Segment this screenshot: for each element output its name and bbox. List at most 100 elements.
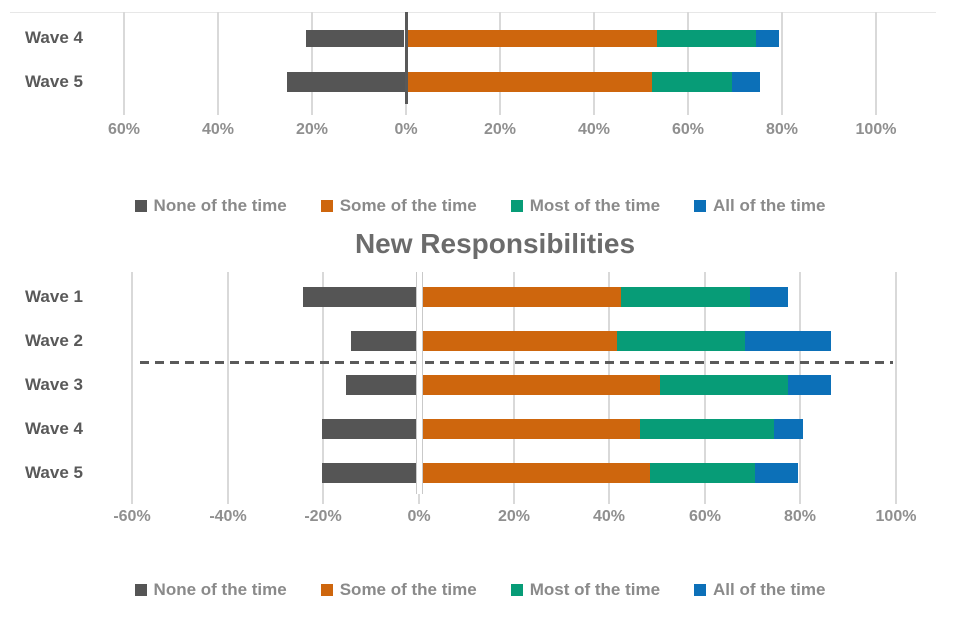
gridline (593, 12, 595, 104)
axis-tick (322, 494, 324, 504)
gridline (123, 12, 125, 104)
axis-tick-label: 60% (107, 121, 141, 138)
bar-segment-none (322, 463, 418, 483)
axis-tick (704, 494, 706, 504)
legend-swatch-some (320, 200, 333, 212)
gridline (687, 12, 689, 104)
axis-tick (123, 104, 125, 115)
axis-tick-label: 100% (875, 508, 917, 525)
axis-tick (131, 494, 133, 504)
gridline (322, 272, 324, 494)
bar-segment-all (773, 419, 803, 439)
legend-top: None of the time Some of the time Most of … (0, 196, 960, 216)
category-label: Wave 4 (25, 28, 83, 47)
legend-label: All of the time (713, 580, 826, 599)
bar-segment-most (657, 29, 756, 47)
axis-tick-label: 60% (688, 508, 722, 525)
legend-item: None of the time (134, 196, 287, 216)
dashed-separator-line (140, 361, 893, 364)
axis-tick (687, 104, 689, 115)
gridline (781, 12, 783, 104)
legend-label: None of the time (153, 580, 287, 599)
axis-tick-label: 0% (394, 121, 418, 138)
legend-item: Most of the time (510, 196, 661, 216)
bar-segment-all (732, 72, 761, 92)
bar-segment-none (287, 72, 405, 92)
axis-tick (405, 104, 407, 115)
bar-segment-some (421, 375, 660, 395)
legend-label: All of the time (713, 196, 826, 215)
bar-segment-all (750, 287, 789, 307)
legend-item: Some of the time (320, 580, 477, 600)
bar-segment-all (788, 375, 832, 395)
bar-segment-some (408, 72, 653, 92)
axis-tick (311, 104, 313, 115)
axis-tick-label: -60% (113, 508, 151, 525)
category-label: Wave 4 (25, 419, 83, 438)
bar-segment-some (421, 287, 622, 307)
axis-tick-label: 20% (295, 121, 329, 138)
legend-swatch-most (510, 200, 523, 212)
bar-segment-some (421, 419, 641, 439)
legend-swatch-all (694, 200, 707, 212)
axis-tick-label: 60% (671, 121, 705, 138)
gridline (227, 272, 229, 494)
bar-segment-all (754, 463, 798, 483)
bar-segment-none (345, 375, 418, 395)
zero-axis-line (405, 12, 408, 104)
axis-tick-label: 40% (201, 121, 235, 138)
category-label: Wave 1 (25, 287, 83, 306)
axis-tick-label: 0% (407, 508, 431, 525)
legend-swatch-all (694, 584, 707, 596)
bar-segment-some (421, 331, 617, 351)
axis-tick-label: 80% (765, 121, 799, 138)
category-label: Wave 2 (25, 331, 83, 350)
axis-tick (217, 104, 219, 115)
bar-segment-most (659, 375, 789, 395)
legend-item: All of the time (694, 580, 825, 600)
legend-item: All of the time (694, 196, 825, 216)
legend-label: Most of the time (529, 580, 661, 599)
bar-segment-some (421, 463, 650, 483)
axis-tick (608, 494, 610, 504)
axis-tick (227, 494, 229, 504)
bar-segment-none (350, 331, 418, 351)
bar-segment-all (745, 331, 832, 351)
axis-tick-label: -40% (209, 508, 247, 525)
bar-segment-none (305, 29, 405, 47)
gridline (895, 272, 897, 494)
axis-tick-label: 100% (855, 121, 897, 138)
bar-segment-most (640, 419, 774, 439)
legend-swatch-none (134, 200, 147, 212)
axis-tick-label: 20% (483, 121, 517, 138)
axis-tick-label: 80% (783, 508, 817, 525)
axis-tick-label: -20% (304, 508, 342, 525)
axis-tick (799, 494, 801, 504)
gridline (875, 12, 877, 104)
axis-tick (781, 104, 783, 115)
bar-segment-all (755, 29, 780, 47)
gridline (217, 12, 219, 104)
legend-swatch-most (510, 584, 523, 596)
axis-tick (418, 494, 420, 504)
category-label: Wave 3 (25, 375, 83, 394)
legend-label: Most of the time (529, 196, 661, 215)
legend-label: None of the time (153, 196, 287, 215)
axis-tick (513, 494, 515, 504)
axis-tick (499, 104, 501, 115)
top-chart: 60% 40% 20% 0% 20% 40% 60% 80% 100% Wave 4 Wave 5 (0, 0, 960, 145)
axis-tick-label: 40% (592, 508, 626, 525)
zero-axis-line (415, 272, 423, 494)
legend-swatch-some (320, 584, 333, 596)
legend-item: Most of the time (510, 580, 661, 600)
bar-segment-most (652, 72, 733, 92)
category-label: Wave 5 (25, 463, 83, 482)
bar-segment-most (621, 287, 751, 307)
axis-tick (593, 104, 595, 115)
category-label: Wave 5 (25, 72, 83, 91)
legend-item: None of the time (134, 580, 287, 600)
bar-segment-none (322, 419, 418, 439)
bar-segment-none (303, 287, 418, 307)
